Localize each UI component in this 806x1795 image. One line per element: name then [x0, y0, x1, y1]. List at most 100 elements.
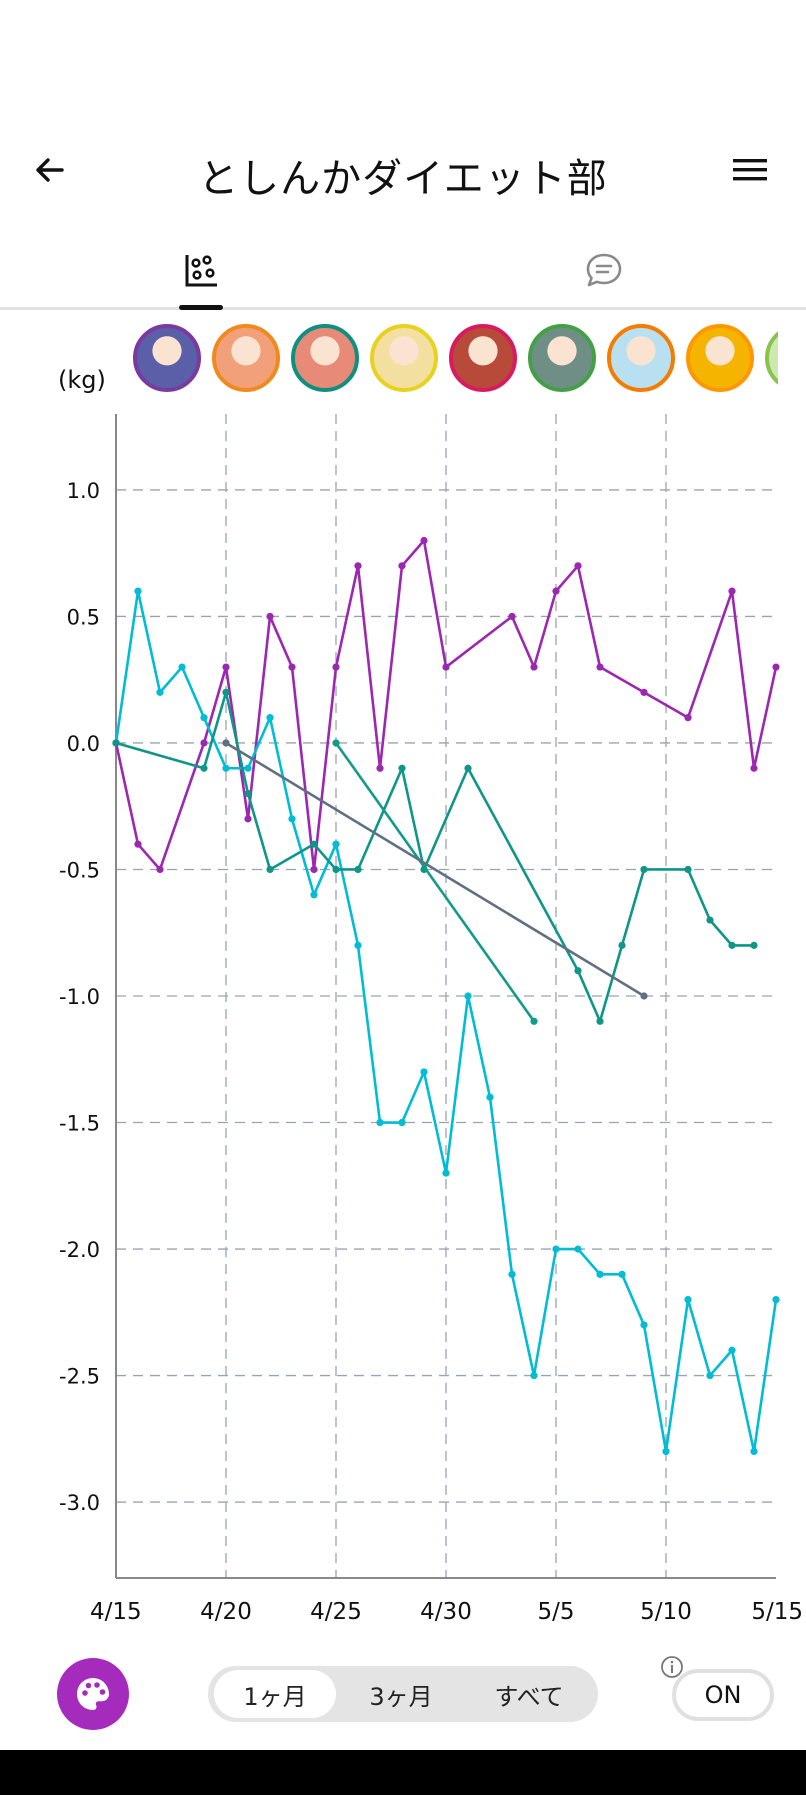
data-point: [398, 1118, 406, 1127]
data-point: [508, 612, 516, 621]
range-option-3-months[interactable]: 3ヶ月: [369, 1682, 433, 1711]
palette-button[interactable]: [57, 1658, 129, 1730]
data-point: [530, 1017, 538, 1025]
data-point: [420, 536, 428, 545]
data-point: [200, 739, 208, 747]
data-point: [706, 1371, 714, 1380]
data-point: [112, 739, 120, 747]
data-point: [530, 1371, 538, 1380]
data-point: [728, 1346, 736, 1354]
data-point: [772, 663, 780, 671]
data-point: [288, 815, 296, 823]
y-tick-label: -1.5: [59, 1112, 100, 1136]
data-point: [728, 587, 736, 595]
tab-chat[interactable]: [544, 235, 664, 307]
series-line-3: [115, 691, 754, 1023]
data-point: [354, 865, 362, 874]
data-point: [244, 764, 252, 772]
data-point: [750, 1447, 758, 1456]
data-point: [134, 587, 142, 595]
data-point: [354, 941, 362, 949]
x-tick-label: 5/15: [751, 1599, 803, 1625]
x-tick-label: 4/30: [420, 1599, 472, 1625]
data-point: [310, 891, 318, 899]
data-point: [772, 1296, 780, 1304]
data-point: [640, 688, 648, 696]
data-point: [376, 1118, 384, 1127]
range-option-all[interactable]: すべて: [494, 1682, 564, 1711]
data-point: [618, 941, 626, 949]
tab-indicator: [179, 305, 223, 310]
chat-bubble-icon: [586, 253, 622, 287]
info-icon[interactable]: [660, 1655, 684, 1679]
data-point: [266, 865, 274, 874]
data-point: [750, 764, 758, 772]
member-avatar-8[interactable]: [686, 324, 754, 392]
member-avatar-list[interactable]: [133, 322, 778, 400]
data-point: [332, 739, 340, 747]
data-point: [266, 714, 274, 722]
scatter-chart-icon: [185, 255, 217, 287]
member-avatar-9[interactable]: [765, 324, 778, 392]
data-point: [684, 714, 692, 722]
system-nav-bar: [0, 1750, 806, 1795]
member-avatar-5[interactable]: [449, 324, 517, 392]
palette-icon: [77, 1678, 109, 1710]
unit-label: (kg): [58, 366, 106, 394]
y-tick-label: 0.0: [67, 732, 100, 756]
y-tick-label: 0.5: [67, 605, 100, 629]
member-avatar-7[interactable]: [607, 324, 675, 392]
data-point: [530, 663, 538, 671]
member-avatar-1[interactable]: [133, 324, 201, 392]
member-avatar-4[interactable]: [370, 324, 438, 392]
data-point: [156, 865, 164, 874]
data-point: [618, 1270, 626, 1278]
data-point: [574, 967, 582, 975]
member-avatar-2[interactable]: [212, 324, 280, 392]
tab-chart[interactable]: [141, 235, 261, 307]
data-point: [420, 1068, 428, 1076]
y-tick-label: -2.5: [59, 1365, 100, 1389]
data-point: [222, 688, 230, 696]
data-point: [640, 1321, 648, 1329]
data-point: [706, 916, 714, 924]
data-point: [310, 865, 318, 874]
menu-button[interactable]: [722, 148, 778, 192]
data-point: [266, 612, 274, 621]
x-tick-label: 5/10: [640, 1599, 692, 1625]
data-point: [222, 739, 230, 747]
data-point: [552, 587, 560, 595]
data-point: [574, 1245, 582, 1253]
data-point: [684, 865, 692, 874]
data-point: [134, 840, 142, 848]
data-point: [684, 1296, 692, 1304]
back-button[interactable]: [28, 148, 72, 192]
arrow-left-icon: [36, 158, 64, 182]
member-avatar-3[interactable]: [291, 324, 359, 392]
data-point: [596, 663, 604, 671]
data-point: [640, 992, 648, 1000]
data-point: [200, 714, 208, 722]
y-tick-label: 1.0: [67, 479, 100, 503]
series-line-4: [334, 742, 536, 1023]
data-point: [596, 1270, 604, 1278]
range-option-1-month[interactable]: 1ヶ月: [214, 1670, 336, 1718]
display-toggle[interactable]: ON: [672, 1669, 774, 1721]
bottom-controls: 1ヶ月 3ヶ月 すべて ON: [0, 1655, 806, 1750]
data-point: [508, 1270, 516, 1278]
data-point: [244, 815, 252, 823]
data-point: [310, 840, 318, 848]
x-tick-label: 4/15: [90, 1599, 142, 1625]
data-point: [398, 764, 406, 772]
data-point: [222, 764, 230, 772]
data-point: [398, 562, 406, 570]
series-line-5: [225, 741, 645, 998]
weight-chart: 1.0 0.5 0.0 -0.5 -1.0 -1.5 -2.0 -2.5 -3.0 4/15 4/2…: [59, 414, 803, 1625]
data-point: [596, 1017, 604, 1025]
member-avatar-6[interactable]: [528, 324, 596, 392]
data-point: [332, 840, 340, 848]
data-point: [464, 764, 472, 772]
data-point: [332, 663, 340, 671]
x-tick-label: 4/20: [200, 1599, 252, 1625]
data-point: [288, 663, 296, 671]
